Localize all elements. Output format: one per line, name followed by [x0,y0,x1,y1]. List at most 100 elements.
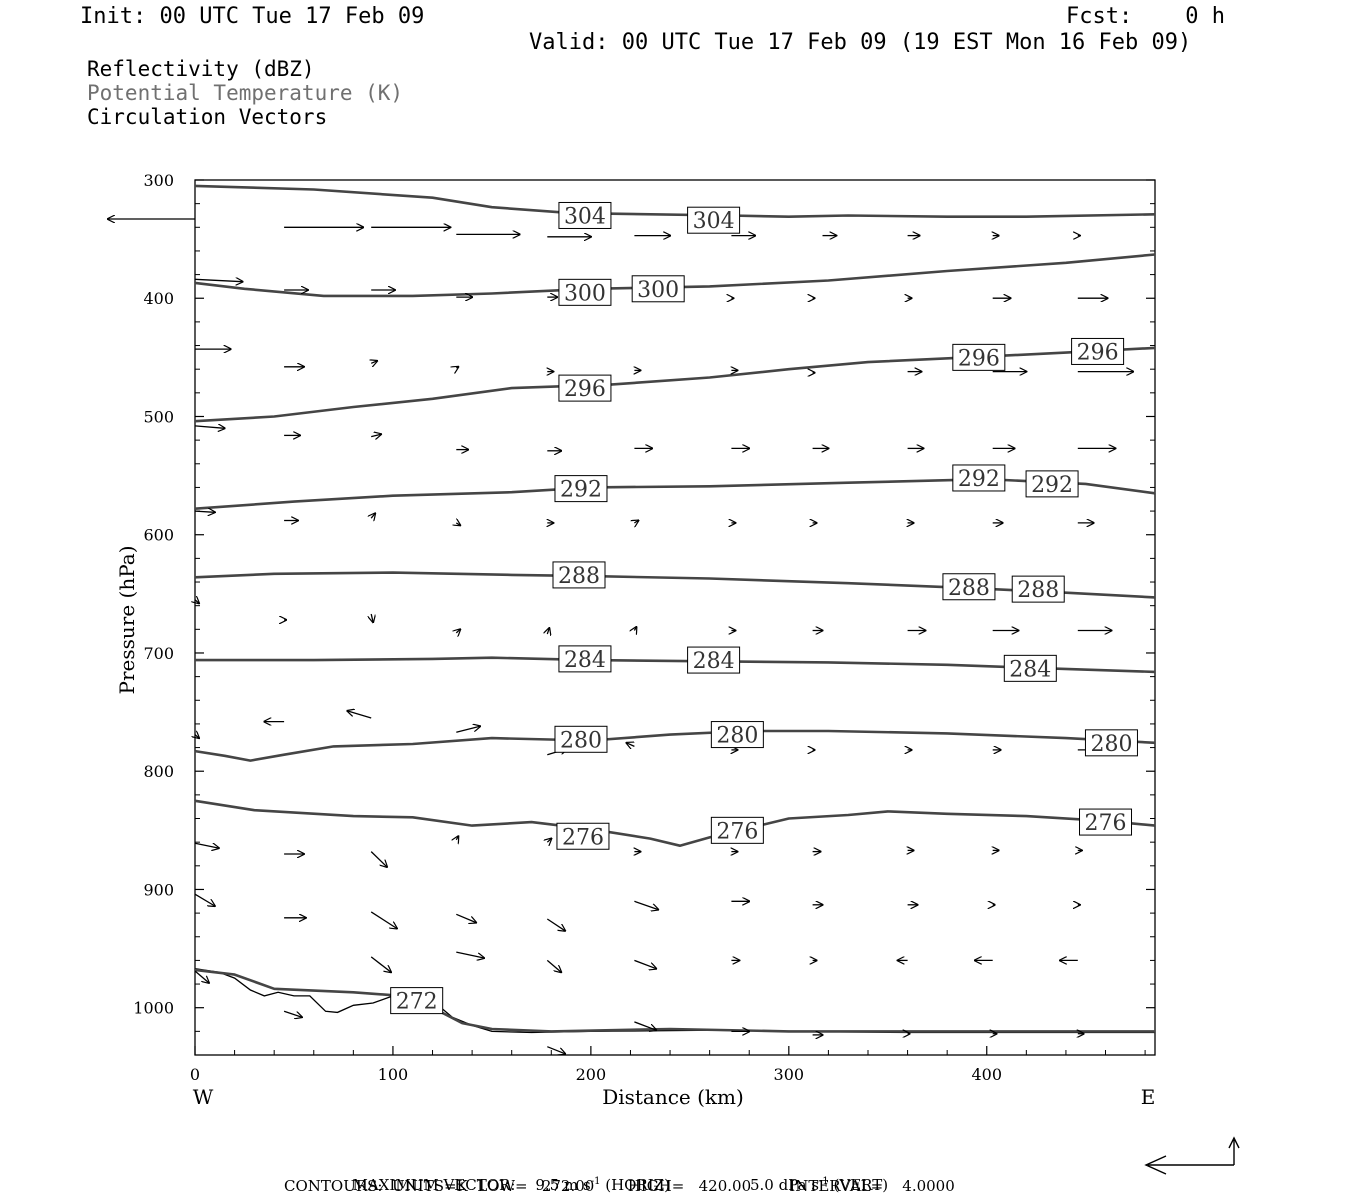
contour-292 [194,477,1156,510]
wind-vector [194,970,209,983]
contour-label-box [1025,470,1079,498]
terrain-line [194,968,1155,1034]
valid-time: Valid: 00 UTC Tue 17 Feb 09 (19 EST Mon … [529,30,1192,55]
maximum-vector-line: MAXIMUM VECTOR: 9.5 m s-1 (HORIZ) 5.0 dPa … [343,1158,889,1194]
theta-contours [194,184,1156,1033]
axis-ticks: 0 100 200 300 400 300 400 500 600 700 800 900 1000 [133,171,1155,1084]
y-tick-label: 500 [143,407,174,426]
contour-label-box [558,374,612,402]
contour-label-box [687,646,741,674]
wind-vector [371,613,373,622]
contour-label-text: 292 [958,467,1000,492]
contour-label-box [554,475,608,503]
contour-label-box [687,206,741,234]
contour-label-box [390,987,444,1015]
contour-label-box [1071,337,1125,365]
y-tick-label: 800 [143,762,174,781]
wind-vector [456,726,480,733]
contour-label-300: 300 [558,278,612,306]
x-tick-label: 300 [774,1065,805,1084]
contour-label-text: 296 [1077,340,1119,365]
contour-label-box [1003,654,1057,682]
contour-label-box [952,343,1006,371]
max-vector-horiz-unit: (HORIZ) [600,1176,670,1194]
contour-label-box [554,725,608,753]
contour-label-text: 292 [1031,473,1073,498]
contour-label-304: 304 [558,201,612,229]
contour-label-text: 284 [1009,657,1051,682]
legend-circulation-vectors: Circulation Vectors [87,105,328,129]
y-tick-label: 300 [143,171,174,190]
contour-label-292: 292 [554,475,608,503]
wind-vector [194,893,215,906]
contour-label-288: 288 [1011,575,1065,603]
wind-vector [194,426,225,428]
legend-reflectivity: Reflectivity (dBZ) [87,57,315,81]
y-axis-label: Pressure (hPa) [115,546,139,695]
contour-label-box [1079,808,1133,836]
contour-labels: 304 304 300 300 296 296 296 292 292 292 288 288 288 2… [390,201,1138,1015]
wind-vector [283,1010,302,1017]
contour-288 [194,571,1156,599]
wind-vector [627,743,635,747]
contour-label-box [710,721,764,749]
wind-vector [194,511,215,512]
wind-vector [371,513,375,518]
contour-label-box [558,201,612,229]
contour-label-box [556,822,610,850]
wind-vector [371,361,377,363]
y-tick-label: 600 [143,526,174,545]
max-vector-horiz-value: 9.5 m s [535,1176,591,1194]
wind-vector [456,523,460,525]
contour-label-292: 292 [1025,470,1079,498]
contour-label-text: 288 [558,564,600,589]
contour-label-296: 296 [558,374,612,402]
contour-label-280: 280 [710,721,764,749]
wind-vector [634,627,636,631]
x-axis-east-label: E [1141,1085,1156,1109]
wind-vector [195,735,199,739]
wind-vector [546,959,561,972]
wind-vector [370,851,387,867]
contour-label-text: 288 [1017,578,1059,603]
reference-vector-arrow [1144,1136,1240,1175]
contour-label-text: 284 [564,648,606,673]
contour-label-284: 284 [558,645,612,673]
contour-label-276: 276 [710,816,764,844]
terrain-outline [194,968,1155,1034]
wind-vector [370,911,397,929]
contour-label-text: 280 [716,724,758,749]
contour-label-box [558,645,612,673]
contour-label-box [631,275,685,303]
y-tick-label: 700 [143,644,174,663]
wind-vector [347,711,372,719]
contour-304 [194,184,1156,218]
contour-label-box [942,573,996,601]
contour-label-text: 300 [564,281,606,306]
contour-label-box [552,561,606,589]
contour-label-284: 284 [1003,654,1057,682]
wind-vector [194,279,243,281]
contour-label-296: 296 [1071,337,1125,365]
contour-label-288: 288 [942,573,996,601]
max-vector-vert-exp: -1 [819,1176,829,1187]
y-tick-label: 900 [143,880,174,899]
contour-label-text: 276 [562,825,604,850]
wind-vector [547,839,551,843]
wind-vector [547,628,549,634]
contour-label-284: 284 [687,646,741,674]
plot-frame [194,179,1156,1056]
circulation-vectors [108,219,1133,1054]
max-vector-horiz-exp: -1 [590,1176,601,1187]
contour-296 [194,346,1156,423]
x-axis-label: Distance (km) [602,1085,744,1109]
contour-label-288: 288 [552,561,606,589]
y-tick-label: 1000 [133,999,174,1018]
wind-vector [456,913,476,922]
contour-label-text: 280 [1090,732,1132,757]
contour-label-box [952,464,1006,492]
contour-label-text: 304 [564,204,606,229]
x-tick-label: 200 [576,1065,607,1084]
wind-vector [547,1046,565,1054]
